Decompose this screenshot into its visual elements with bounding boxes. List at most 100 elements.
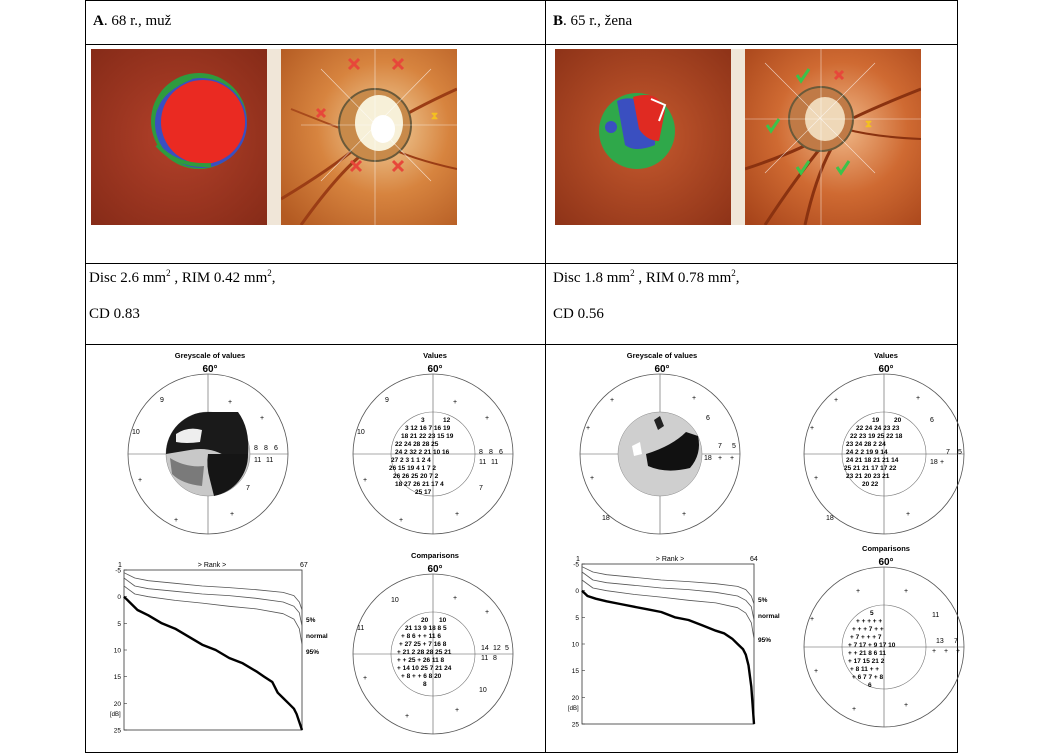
svg-text:22 24 24 23 23: 22 24 24 23 23 — [856, 425, 900, 432]
svg-text:25 17: 25 17 — [415, 489, 432, 496]
val-a-n7: 7 — [479, 485, 483, 492]
gs-a-n6: 11 — [266, 457, 273, 464]
cmp-a-n0: 10 — [391, 597, 399, 604]
svg-text:+: + — [405, 713, 409, 720]
svg-text:25 21 21 17 17 22: 25 21 21 17 17 22 — [844, 465, 897, 472]
rankB-series-5pct — [581, 566, 755, 605]
svg-text:6: 6 — [868, 682, 872, 689]
svg-text:+ + + + +: + + + + + — [856, 618, 882, 625]
svg-text:3 12 16 7 16 19: 3 12 16 7 16 19 — [405, 425, 451, 432]
measure-divider — [85, 263, 957, 264]
panel-a-rim-sup: 2 — [267, 268, 272, 278]
svg-text:+: + — [610, 397, 614, 404]
svg-text:27 2 3 1 1 2 4: 27 2 3 1 1 2 4 — [391, 457, 431, 464]
panel-a-disc-sup: 2 — [166, 268, 171, 278]
gs-b-n2: 5 — [732, 443, 736, 450]
val-a-n6: 11 — [491, 459, 498, 466]
svg-text:22 23 19 25 22 18: 22 23 19 25 22 18 — [850, 433, 903, 440]
rank-a-legend-normal: normal — [306, 633, 328, 640]
svg-text:+: + — [852, 706, 856, 713]
panel-a-letter: A — [93, 13, 104, 29]
rank-a-unit: [dB] — [110, 712, 121, 718]
svg-text:+: + — [174, 517, 178, 524]
svg-text:12: 12 — [443, 417, 451, 424]
panel-a-fundus-photo: ⧗ — [281, 49, 457, 225]
panel-b-comparisons-plot: Comparisons 60° 5 + + + + + + + + 7 + + … — [803, 544, 965, 728]
panel-b-hrt-topography-image — [555, 49, 731, 225]
panel-b-disc-sup: 2 — [630, 268, 635, 278]
svg-text:+: + — [586, 425, 590, 432]
rankA-ytick-4: 15 — [114, 674, 122, 681]
val-a-n5: 11 — [479, 459, 486, 466]
gs-a-n4: 6 — [274, 445, 278, 452]
rankB-series-normal — [581, 571, 755, 621]
rank-b-end: 64 — [750, 556, 758, 563]
gs-b-n3: 18 — [704, 455, 712, 462]
val-a-n1: 10 — [357, 429, 365, 436]
gs-b-n1: 7 — [718, 443, 722, 450]
rankA-series-5pct — [123, 572, 303, 611]
panel-a-comparisons-deg: 60° — [427, 564, 442, 575]
svg-text:+: + — [260, 415, 264, 422]
svg-text:26 15 19 4 1 7 2: 26 15 19 4 1 7 2 — [389, 465, 436, 472]
cmp-b-n2: 7 — [954, 638, 958, 645]
gs-a-n3: 8 — [264, 445, 268, 452]
panel-b-values-plot: Values 60° 19 20 22 24 24 23 23 22 23 19 … — [803, 351, 965, 535]
val-b-n1: 7 — [946, 449, 950, 456]
panel-b-comparisons-deg: 60° — [878, 557, 893, 568]
svg-text:26 26 25 20 7 2: 26 26 25 20 7 2 — [393, 473, 439, 480]
svg-text:+ 7 17 + 9 17 10: + 7 17 + 9 17 10 — [848, 642, 896, 649]
panel-a-comparisons-plot: Comparisons 60° 20 10 21 13 9 18 8 5 + 8 … — [352, 551, 514, 735]
val-a-n3: 8 — [489, 449, 493, 456]
svg-text:+ 8 11 + +: + 8 11 + + — [850, 666, 879, 673]
svg-text:+: + — [916, 395, 920, 402]
svg-text:+: + — [485, 415, 489, 422]
rank-a-legend-5: 5% — [306, 617, 316, 624]
svg-text:23 21 20 23 21: 23 21 20 23 21 — [846, 473, 890, 480]
rankB-ytick-1: 0 — [575, 588, 579, 595]
rank-b-legend-95: 95% — [758, 637, 771, 644]
svg-text:+: + — [940, 459, 944, 466]
svg-text:+ + 25 + 26 11 8: + + 25 + 26 11 8 — [397, 657, 445, 664]
svg-text:+ 6 7 7 + 8: + 6 7 7 + 8 — [852, 674, 883, 681]
rankA-ytick-2: 5 — [117, 621, 121, 628]
svg-text:+: + — [810, 616, 814, 623]
svg-text:20: 20 — [421, 617, 429, 624]
svg-text:+: + — [718, 455, 722, 462]
svg-text:+ 8 6 + + 11 6: + 8 6 + + 11 6 — [401, 633, 441, 640]
svg-text:+: + — [363, 477, 367, 484]
panel-b-greyscale-plot: Greyscale of values 60° 6 7 5 18 18 + + +… — [579, 351, 741, 535]
svg-text:+: + — [834, 397, 838, 404]
svg-text:+ 21 2 28 28 25 21: + 21 2 28 28 25 21 — [397, 649, 452, 656]
svg-text:+ + + 7 + +: + + + 7 + + — [852, 626, 884, 633]
cmp-a-n2: 14 — [481, 645, 489, 652]
panel-b-values-title: Values — [874, 351, 898, 360]
cmp-a-n7: 10 — [479, 687, 487, 694]
gs-a-n1: 10 — [132, 429, 140, 436]
svg-text:10: 10 — [439, 617, 447, 624]
panel-b-rim-label: , RIM 0.78 mm — [634, 270, 732, 286]
cmp-a-n5: 11 — [481, 655, 488, 662]
svg-text:+: + — [228, 399, 232, 406]
svg-text:+: + — [944, 648, 948, 655]
table-bottom-border — [85, 752, 957, 753]
svg-text:+: + — [856, 588, 860, 595]
svg-text:+ 8 + + 6 8 20: + 8 + + 6 8 20 — [401, 673, 442, 680]
svg-text:+: + — [455, 707, 459, 714]
panel-a-rim-tail: , — [271, 270, 276, 286]
svg-text:+: + — [906, 511, 910, 518]
svg-text:22 24 28 28 25: 22 24 28 28 25 — [395, 441, 439, 448]
svg-text:24 2 2 19 9 14: 24 2 2 19 9 14 — [846, 449, 888, 456]
svg-text:3: 3 — [421, 417, 425, 424]
val-a-n2: 8 — [479, 449, 483, 456]
panel-b-values-deg: 60° — [878, 364, 893, 375]
svg-text:+: + — [730, 455, 734, 462]
svg-text:+: + — [485, 609, 489, 616]
svg-text:19: 19 — [872, 417, 880, 424]
rank-b-legend-normal: normal — [758, 613, 780, 620]
rank-b-legend-5: 5% — [758, 597, 768, 604]
panel-a-photo-gap — [267, 49, 281, 225]
svg-text:24 21 18 21 21 14: 24 21 18 21 21 14 — [846, 457, 899, 464]
rankA-ytick-0: -5 — [115, 568, 121, 575]
cmp-b-n1: 13 — [936, 638, 944, 645]
